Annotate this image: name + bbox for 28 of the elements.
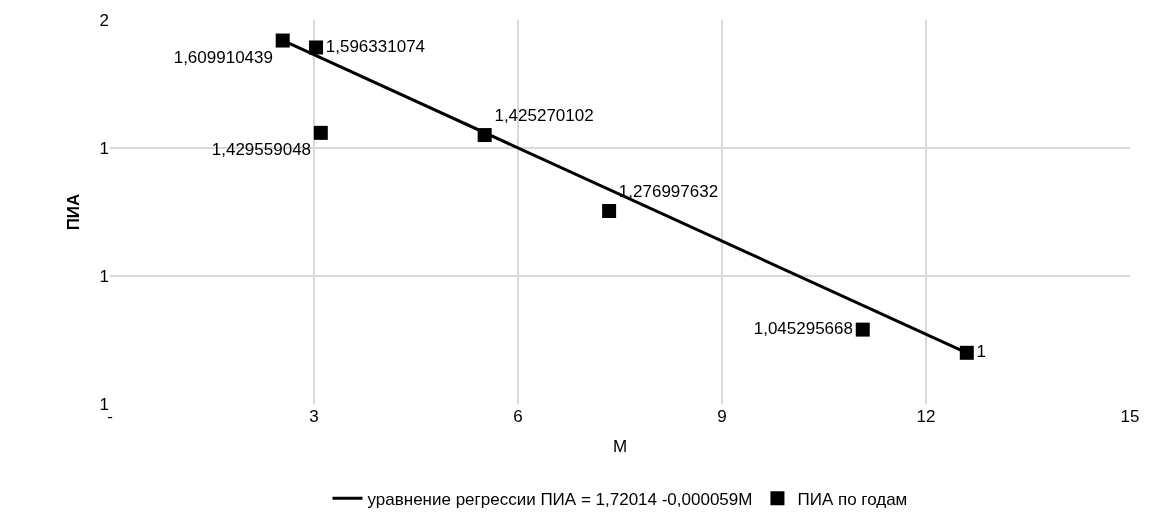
y-tick-label: 1	[99, 266, 109, 286]
point	[959, 345, 974, 360]
point	[855, 322, 870, 337]
data-label: 1,429559048	[211, 140, 312, 160]
x-tick-label: 6	[513, 407, 523, 426]
point	[313, 125, 328, 140]
point	[602, 203, 617, 218]
x-tick-label: 12	[916, 407, 936, 426]
legend-label: ПИА по годам	[797, 489, 908, 509]
point	[477, 128, 492, 143]
data-label: 1,596331074	[325, 36, 426, 56]
point	[275, 33, 290, 48]
data-label: 1,425270102	[494, 106, 594, 126]
x-axis-title: М	[612, 437, 628, 457]
data-label: 1	[976, 342, 987, 362]
x-tick-label: 9	[717, 407, 727, 426]
data-label: 1,276997632	[618, 181, 719, 201]
x-tick-label: -	[107, 407, 113, 426]
x-tick-label: 15	[1120, 407, 1140, 426]
y-axis-title: ПИА	[64, 193, 84, 231]
data-label: 1,609910439	[173, 48, 273, 68]
x-tick-label: 3	[309, 407, 319, 426]
y-tick-label: 2	[99, 10, 109, 30]
data-label: 1,045295668	[753, 318, 854, 338]
y-tick-label: 1	[99, 138, 109, 158]
legend-label: уравнение регрессии ПИА = 1,72014 -0,000059М	[367, 489, 753, 509]
y-tick-label: 1	[99, 394, 109, 414]
point	[309, 40, 324, 55]
